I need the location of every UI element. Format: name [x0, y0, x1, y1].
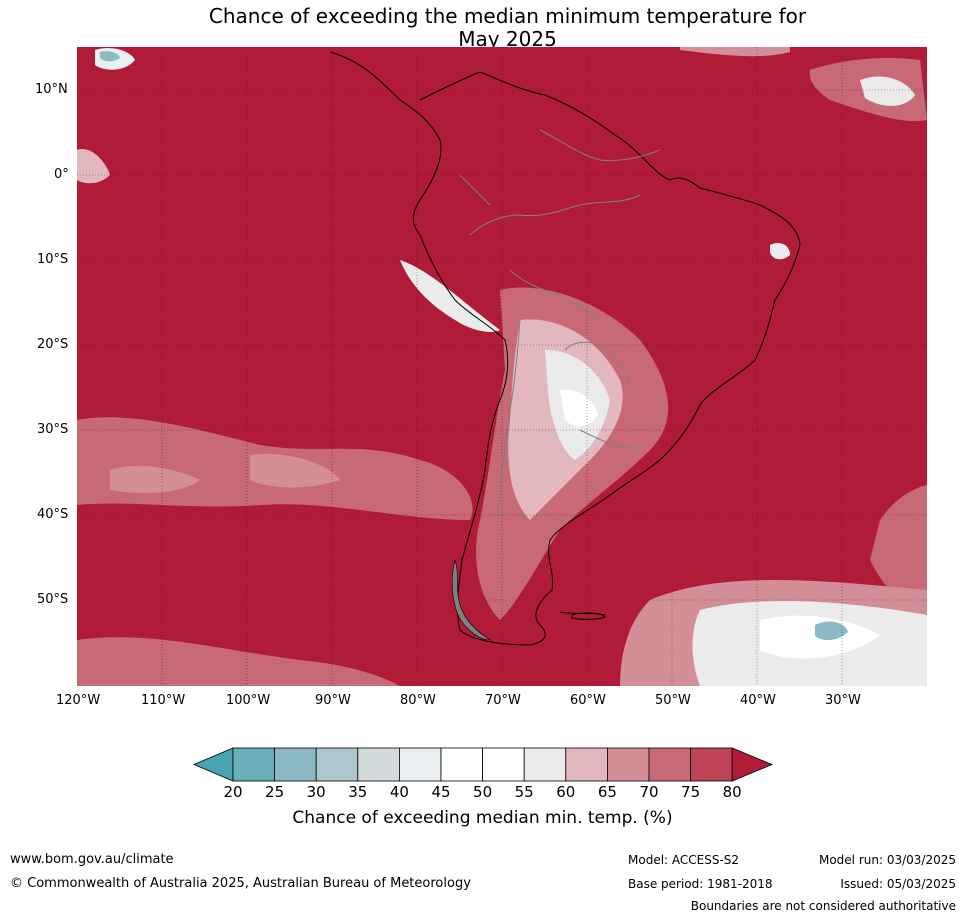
lon-label-120w: 120°W: [56, 693, 101, 708]
footer-base-period: Base period: 1981-2018: [628, 877, 773, 891]
colorbar-segment: [315, 747, 359, 782]
patagonia-fjords: [451, 558, 491, 641]
footer-model: Model: ACCESS-S2: [628, 853, 740, 867]
colorbar-tick-label: 60: [556, 783, 576, 801]
colorbar-tick-label: 20: [223, 783, 243, 801]
lat-label-10n: 10°N: [35, 82, 68, 97]
lon-label-90w: 90°W: [315, 693, 351, 708]
lon-label-100w: 100°W: [226, 693, 271, 708]
lat-label-30s: 30°S: [37, 422, 69, 437]
probability-patches: [77, 47, 927, 686]
colorbar-tick-label: 45: [431, 783, 451, 801]
lat-label-10s: 10°S: [37, 252, 69, 267]
footer-copyright: © Commonwealth of Australia 2025, Austra…: [10, 876, 471, 891]
lon-label-70w: 70°W: [485, 693, 521, 708]
lat-label-0: 0°: [54, 167, 69, 182]
colorbar-tick-label: 30: [306, 783, 326, 801]
lat-label-40s: 40°S: [37, 507, 69, 522]
colorbar-segment: [565, 747, 608, 782]
lon-label-110w: 110°W: [141, 693, 186, 708]
footer-url: www.bom.gov.au/climate: [10, 852, 174, 867]
footer-model-run: Model run: 03/03/2025: [818, 853, 956, 867]
country-borders: [459, 129, 661, 521]
colorbar-tick-label: 80: [722, 783, 742, 801]
colorbar-tick-label: 55: [514, 783, 534, 801]
colorbar-tick-label: 50: [473, 783, 493, 801]
lon-label-40w: 40°W: [740, 693, 776, 708]
graticule: [77, 47, 927, 686]
colorbar-tick-label: 65: [597, 783, 617, 801]
coastlines: [329, 51, 801, 646]
colorbar-label: Chance of exceeding median min. temp. (%…: [292, 808, 673, 828]
colorbar-segment: [440, 747, 483, 782]
colorbar-segment: [607, 747, 650, 782]
colorbar-segment: [482, 747, 525, 782]
lon-label-30w: 30°W: [825, 693, 861, 708]
lon-label-80w: 80°W: [400, 693, 436, 708]
footer-disclaimer: Boundaries are not considered authoritat…: [690, 899, 956, 913]
colorbar-extend-low: [192, 747, 234, 782]
colorbar-segment: [274, 747, 317, 782]
colorbar-segment: [398, 747, 442, 782]
footer-issued: Issued: 05/03/2025: [840, 877, 956, 891]
lat-label-50s: 50°S: [37, 592, 69, 607]
colorbar-segment: [648, 747, 691, 782]
colorbar-segment: [690, 747, 733, 782]
map-title-line1: Chance of exceeding the median minimum t…: [208, 4, 807, 28]
colorbar-tick-label: 40: [389, 783, 409, 801]
map-title-line2: May 2025: [458, 27, 557, 51]
lon-label-50w: 50°W: [655, 693, 691, 708]
lon-label-60w: 60°W: [570, 693, 606, 708]
colorbar-segment: [232, 747, 275, 782]
colorbar-segment: [523, 747, 567, 782]
colorbar-tick-label: 35: [348, 783, 368, 801]
colorbar-tick-label: 25: [265, 783, 285, 801]
lat-label-20s: 20°S: [37, 337, 69, 352]
colorbar-segment: [357, 747, 400, 782]
colorbar-tick-label: 75: [681, 783, 701, 801]
colorbar-extend-high: [731, 747, 774, 782]
colorbar-tick-label: 70: [639, 783, 659, 801]
